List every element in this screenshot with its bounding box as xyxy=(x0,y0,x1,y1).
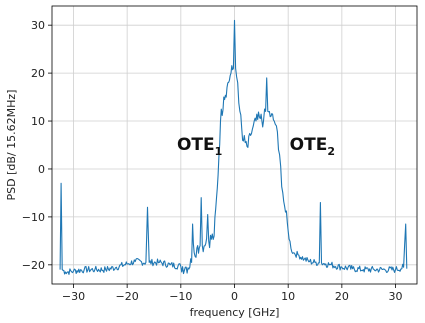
y-tick-label: 30 xyxy=(31,19,45,32)
y-tick-label: 0 xyxy=(38,163,45,176)
y-tick-label: 20 xyxy=(31,67,45,80)
annotation-ote-1: OTE1 xyxy=(177,135,222,158)
x-tick-label: 30 xyxy=(389,290,403,303)
x-axis-label: frequency [GHz] xyxy=(190,306,280,319)
x-tick-label: −30 xyxy=(62,290,85,303)
y-axis: −20 −10 0 10 20 30 xyxy=(22,19,52,272)
x-axis: −30 −20 −10 0 10 20 30 xyxy=(62,284,403,303)
x-tick-label: 10 xyxy=(281,290,295,303)
y-tick-label: −10 xyxy=(22,211,45,224)
x-tick-label: −20 xyxy=(116,290,139,303)
annotation-ote-2: OTE2 xyxy=(290,135,335,158)
annotations: OTE1 OTE2 xyxy=(177,135,335,158)
series-line-psd xyxy=(59,19,408,275)
x-tick-label: 20 xyxy=(335,290,349,303)
y-tick-label: −20 xyxy=(22,259,45,272)
grid xyxy=(52,6,417,284)
x-tick-label: −10 xyxy=(169,290,192,303)
y-axis-label: PSD [dB/ 15.62MHz] xyxy=(5,90,18,201)
x-tick-label: 0 xyxy=(231,290,238,303)
y-tick-label: 10 xyxy=(31,115,45,128)
